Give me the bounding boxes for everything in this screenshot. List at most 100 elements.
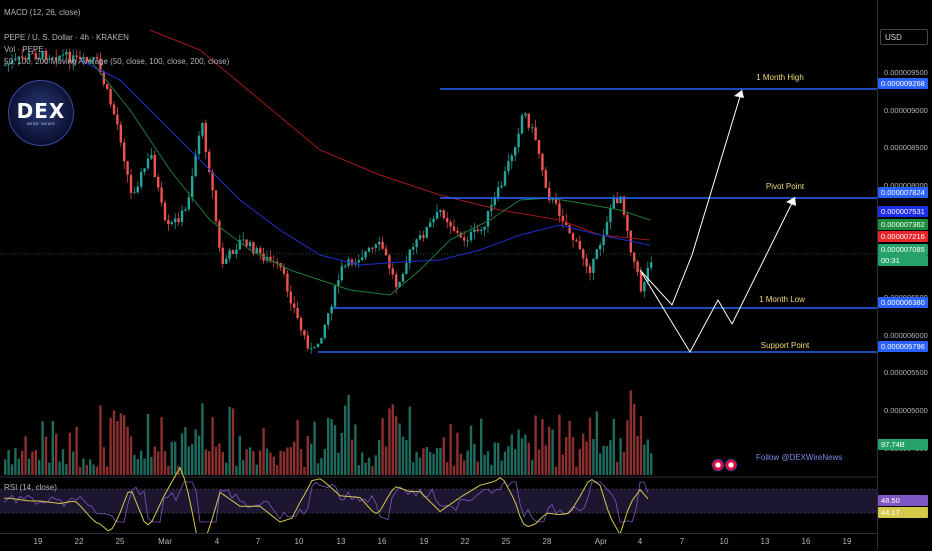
currency-selector[interactable]: USD <box>880 29 928 45</box>
volume-bar <box>612 418 615 475</box>
volume-bar <box>27 458 31 475</box>
volume-bar <box>306 436 309 475</box>
candle-body <box>146 158 150 169</box>
volume-bar <box>201 403 204 475</box>
volume-bar <box>310 443 313 475</box>
candle-body <box>639 272 643 292</box>
candle-body <box>463 237 466 241</box>
candle-body <box>350 259 354 265</box>
candle-body <box>242 239 245 241</box>
candle-body <box>143 168 146 173</box>
candle-body <box>201 123 204 136</box>
candle-body <box>187 197 190 210</box>
time-label: 4 <box>637 537 643 546</box>
rsi-legend[interactable]: RSI (14, close) <box>4 483 57 492</box>
macd-legend[interactable]: MACD (12, 26, close) <box>4 8 81 17</box>
candle-body <box>544 170 547 188</box>
candle-body <box>588 266 592 273</box>
volume-bar <box>483 454 486 475</box>
volume-bar <box>218 443 221 475</box>
candle-body <box>469 231 473 241</box>
volume-bar <box>473 443 476 475</box>
volume-bar <box>17 458 20 475</box>
volume-bar <box>129 436 133 475</box>
volume-bar <box>493 442 496 475</box>
rsi-ma-line <box>4 466 649 533</box>
price-tag: 97.74B <box>878 439 928 450</box>
candle-body <box>133 192 136 194</box>
volume-bar <box>170 441 173 475</box>
candle-body <box>514 147 517 156</box>
candle-body <box>446 218 449 223</box>
candle-body <box>476 229 479 231</box>
candle-body <box>473 229 476 232</box>
candle-body <box>85 56 88 62</box>
ma-legend[interactable]: 50, 100, 200 Moving Average (50, close, … <box>4 57 230 66</box>
volume-bar <box>242 460 245 475</box>
candle-body <box>286 273 289 292</box>
price-tag: 0.000007531 <box>878 206 928 217</box>
volume-bar <box>435 448 439 475</box>
candle-body <box>78 56 82 59</box>
projection-arrow-high <box>639 89 743 306</box>
volume-bar <box>633 404 636 475</box>
volume-bar <box>446 462 449 475</box>
candle-body <box>439 210 442 213</box>
ma200-line <box>149 29 651 241</box>
candle-body <box>38 57 41 59</box>
candle-body <box>344 265 347 267</box>
candle-body <box>316 343 320 348</box>
level-label: Support Point <box>760 341 810 350</box>
volume-bar <box>327 417 330 475</box>
candle-body <box>422 235 425 238</box>
volume-bar <box>548 426 551 475</box>
candle-body <box>561 215 564 222</box>
candle-body <box>170 222 173 225</box>
volume-legend[interactable]: Vol · PEPE <box>4 45 44 54</box>
volume-bar <box>191 444 194 475</box>
volume-bar <box>442 437 445 475</box>
volume-bar <box>378 440 381 475</box>
candle-body <box>537 140 541 154</box>
price-chart-svg[interactable] <box>0 0 877 533</box>
candle-body <box>391 268 394 275</box>
volume-bar <box>500 460 503 475</box>
candle-body <box>231 250 235 254</box>
candle-body <box>612 198 615 209</box>
candle-body <box>330 306 333 314</box>
volume-bar <box>571 437 575 475</box>
time-label: 13 <box>760 537 770 546</box>
candle-body <box>415 239 418 248</box>
volume-bar <box>112 410 116 475</box>
candle-body <box>633 252 636 262</box>
volume-bar <box>405 440 408 475</box>
candle-body <box>357 260 360 263</box>
volume-bar <box>367 457 371 475</box>
volume-bar <box>357 465 360 475</box>
candle-body <box>378 241 381 245</box>
volume-bar <box>245 449 248 475</box>
volume-bar <box>41 421 44 475</box>
candle-body <box>92 56 95 60</box>
volume-bar <box>599 453 602 475</box>
candle-body <box>238 239 241 250</box>
candle-body <box>412 247 415 250</box>
candle-body <box>483 226 486 230</box>
volume-bar <box>296 420 299 475</box>
volume-bar <box>486 451 490 475</box>
time-label: 10 <box>294 537 304 546</box>
price-axis[interactable] <box>877 0 932 550</box>
candle-body <box>235 249 238 254</box>
volume-bar <box>605 446 609 475</box>
time-axis[interactable] <box>0 533 877 551</box>
candle-body <box>585 258 588 267</box>
volume-bar <box>143 458 146 475</box>
candle-body <box>58 55 61 60</box>
rsi-band <box>0 489 877 513</box>
candle-body <box>381 241 384 249</box>
volume-bar <box>313 421 316 475</box>
symbol-legend[interactable]: PEPE / U. S. Dollar · 4h · KRAKEN <box>4 33 129 42</box>
volume-bar <box>320 458 323 475</box>
chart-plot-area[interactable] <box>0 0 877 533</box>
volume-bar <box>10 464 14 475</box>
